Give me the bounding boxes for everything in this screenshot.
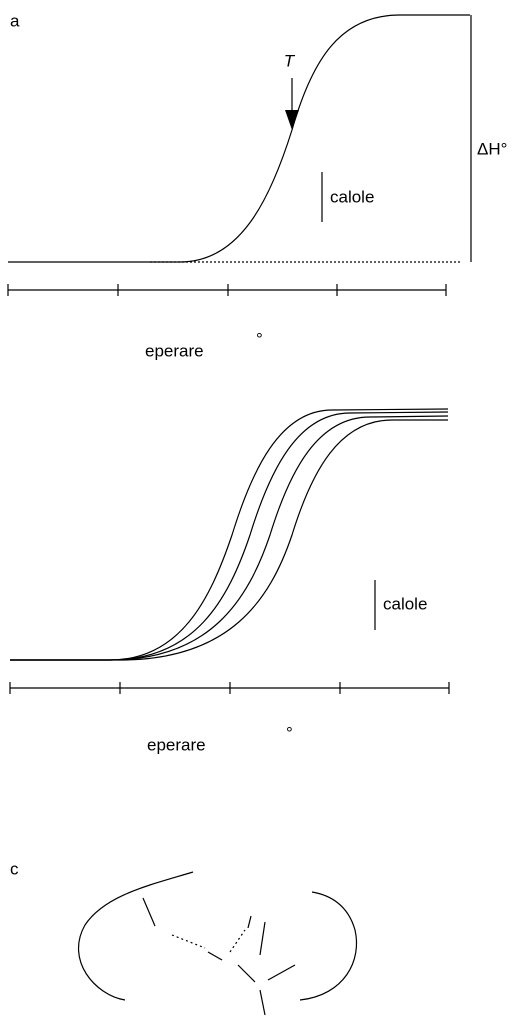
x-axis <box>9 682 450 694</box>
segment <box>247 915 252 929</box>
melting-curve <box>10 415 449 661</box>
panel-label: a <box>10 11 20 30</box>
axis-unit: ° <box>286 723 293 742</box>
outline-lower <box>299 891 358 1001</box>
melting-curve <box>10 419 448 661</box>
segment <box>259 921 266 956</box>
segment <box>267 964 296 981</box>
outline-upper <box>78 871 194 1001</box>
melting-curve <box>8 14 470 263</box>
scale-label: calole <box>383 594 427 613</box>
arrow-head <box>285 110 299 130</box>
axis-label: eperare <box>145 341 204 360</box>
segment <box>142 897 156 927</box>
segment <box>237 964 256 983</box>
arrow-label: T <box>284 51 296 70</box>
dotted-segment <box>229 929 246 953</box>
melting-curve <box>10 408 449 661</box>
x-axis <box>7 284 447 296</box>
axis-unit: ° <box>256 329 263 348</box>
scale-label: calole <box>330 187 374 206</box>
axis-label: eperare <box>147 735 206 754</box>
segment <box>207 951 223 961</box>
dotted-segment <box>171 934 206 949</box>
panel-label: c <box>10 859 19 878</box>
melting-curve <box>10 411 449 661</box>
height-label: ΔH° <box>477 139 507 158</box>
segment <box>259 989 266 1016</box>
